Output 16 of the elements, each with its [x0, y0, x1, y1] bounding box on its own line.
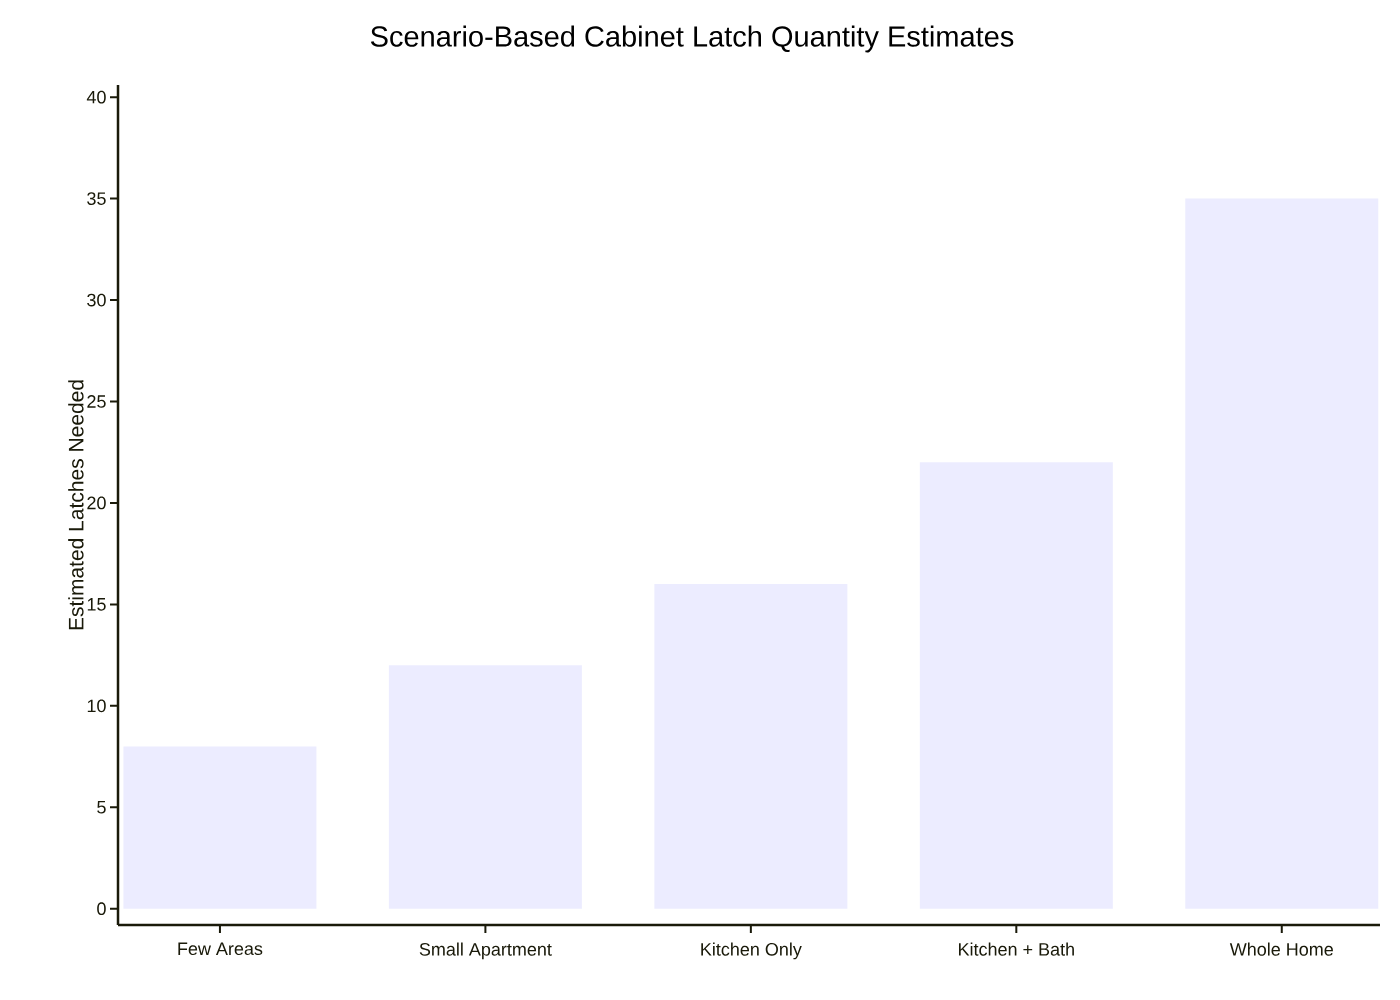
- y-tick-label: 25: [87, 395, 106, 408]
- x-tick-label: Small Apartment: [419, 942, 552, 960]
- y-tick-label: 20: [87, 496, 106, 510]
- y-tick-label: 10: [87, 699, 106, 713]
- x-tick-label: Kitchen Only: [701, 942, 802, 960]
- chart-title: Scenario-Based Cabinet Latch Quantity Estimates: [370, 25, 1014, 53]
- x-tick-label: Few Areas: [178, 942, 263, 956]
- y-tick-label: 15: [87, 598, 106, 611]
- y-tick-label: 30: [87, 293, 106, 307]
- y-tick-label: 35: [87, 192, 106, 205]
- x-tick-label: Whole Home: [1229, 942, 1333, 956]
- x-tick-label: Kitchen + Bath: [959, 942, 1074, 956]
- y-tick-label: 5: [97, 801, 106, 814]
- y-tick-label: 0: [97, 902, 106, 916]
- y-axis-title: Estimated Latches Needed: [68, 380, 84, 630]
- y-tick-label: 40: [86, 90, 106, 104]
